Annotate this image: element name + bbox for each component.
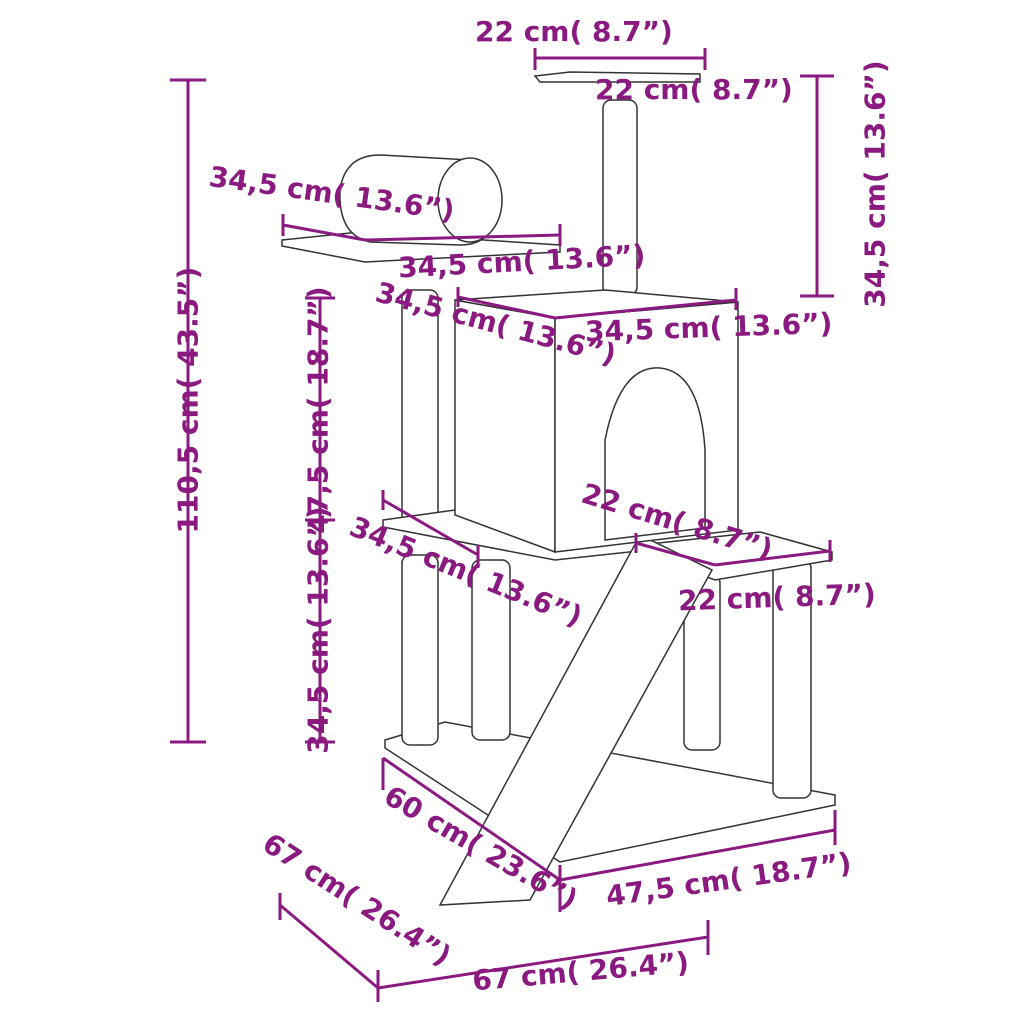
dim-label-right-platform-width: 22 cm( 8.7”) bbox=[677, 577, 877, 618]
dim-label-top-perch-width: 22 cm( 8.7”) bbox=[475, 15, 673, 48]
dim-label-lower-height: 34,5 cm( 13.6”) bbox=[301, 506, 335, 754]
post bbox=[471, 559, 511, 741]
cat-tree-outline bbox=[281, 71, 836, 906]
post bbox=[401, 554, 439, 746]
dim-label-house-width: 34,5 cm( 13.6”) bbox=[584, 306, 833, 349]
dim-label-middle-height: 47,5 cm( 18.7”) bbox=[301, 286, 335, 534]
house-door bbox=[604, 367, 706, 541]
post bbox=[401, 289, 439, 526]
dim-label-top-perch-depth: 22 cm( 8.7”) bbox=[595, 73, 793, 106]
tunnel-opening bbox=[437, 157, 503, 243]
dimension-lines bbox=[170, 48, 837, 1002]
dim-label-total-height: 110,5 cm( 43.5”) bbox=[171, 266, 205, 534]
top-perch bbox=[533, 71, 701, 83]
ramp bbox=[438, 534, 714, 906]
dim-label-top-post-height: 34,5 cm( 13.6”) bbox=[858, 60, 892, 308]
base-board bbox=[384, 721, 836, 863]
